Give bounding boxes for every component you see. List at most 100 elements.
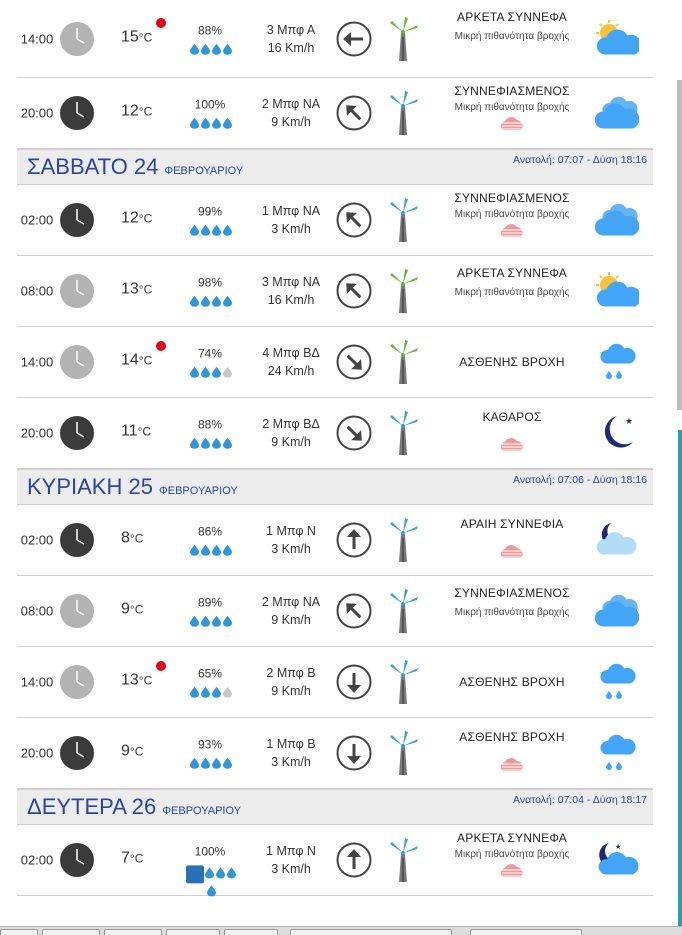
bottom-tab[interactable]	[104, 929, 162, 935]
svg-text:★: ★	[615, 843, 621, 851]
forecast-list: 14:00 15°C 88% 3 Μπφ Α 16 Km/h ΑΡΚΕΤΑ ΣΥΝ…	[17, 0, 653, 897]
clock-icon	[59, 593, 95, 629]
condition-label: ΣΥΝΝΕΦΙΑΣΜΕΝΟΣ	[454, 84, 570, 98]
wind-info: 3 Μπφ ΝΑ 16 Km/h	[261, 275, 321, 307]
humidity-drop-icon	[223, 436, 232, 449]
weather-moon-cloud-icon: ★	[591, 839, 639, 881]
humidity-drops	[183, 685, 239, 703]
day-header: ΣΑΒΒΑΤΟ 24 ΦΕΒΡΟΥΑΡΙΟΥ Ανατολή: 07:07 - Δ…	[17, 149, 653, 185]
forecast-row[interactable]: 02:00 12°C 99% 1 Μπφ ΝΑ 3 Km/h ΣΥΝΝΕΦΙΑΣΜ…	[17, 185, 653, 256]
forecast-row[interactable]: 14:00 14°C 74% 4 Μπφ ΒΔ 24 Km/h ΑΣΘΕΝΗΣ Β…	[17, 327, 653, 398]
bottom-tab[interactable]	[0, 929, 38, 935]
forecast-row[interactable]: 08:00 9°C 89% 2 Μπφ ΝΑ 9 Km/h ΣΥΝΝΕΦΙΑΣΜΕ…	[17, 576, 653, 647]
condition-label: ΑΡΚΕΤΑ ΣΥΝΝΕΦΑ	[457, 831, 567, 845]
forecast-time: 20:00	[20, 745, 54, 761]
wind-turbine-icon	[385, 91, 421, 135]
forecast-row[interactable]: 20:00 11°C 88% 2 Μπφ ΒΔ 9 Km/h ΚΑΘΑΡΟΣ ★	[17, 398, 653, 469]
day-header: ΚΥΡΙΑΚΗ 25 ΦΕΒΡΟΥΑΡΙΟΥ Ανατολή: 07:06 - Δ…	[17, 469, 653, 505]
sunrise-sunset: Ανατολή: 07:04 - Δύση 18:17	[513, 794, 647, 806]
wind-info: 4 Μπφ ΒΔ 24 Km/h	[262, 346, 320, 378]
wind-info: 1 Μπφ ΝΑ 3 Km/h	[261, 204, 321, 236]
humidity-drop-icon	[201, 436, 210, 449]
weather-rain-icon	[591, 341, 639, 383]
wind-turbine-icon	[385, 731, 421, 775]
bottom-tab[interactable]	[470, 929, 582, 935]
humidity-drops	[183, 365, 239, 383]
wind-turbine-icon	[385, 16, 421, 61]
wind-direction-arrow-icon	[336, 95, 372, 131]
clock-icon	[59, 735, 95, 771]
humidity-drop-icon	[223, 223, 232, 236]
humidity-drops	[183, 223, 239, 241]
temperature: 14°C	[121, 351, 153, 369]
condition: ΑΣΘΕΝΗΣ ΒΡΟΧΗ	[437, 675, 587, 689]
rain-probability-label: Μικρή πιθανότητα βροχής	[454, 287, 570, 298]
wind-turbine-icon	[385, 269, 421, 313]
day-title: ΚΥΡΙΑΚΗ 25 ΦΕΒΡΟΥΑΡΙΟΥ	[27, 474, 238, 499]
humidity-drop-icon	[212, 294, 221, 307]
forecast-row[interactable]: 08:00 13°C 98% 3 Μπφ ΝΑ 16 Km/h ΑΡΚΕΤΑ ΣΥ…	[17, 256, 653, 327]
bottom-tab[interactable]	[224, 929, 278, 935]
day-month: ΦΕΒΡΟΥΑΡΙΟΥ	[158, 485, 238, 497]
clock-icon	[59, 664, 95, 700]
humidity-drop-icon	[226, 866, 236, 879]
rain-chance-cloud-icon	[499, 438, 525, 452]
humidity-drop-icon	[190, 543, 199, 556]
humidity-drop-icon	[223, 685, 232, 698]
temperature: 7°C	[121, 849, 144, 867]
humidity-drop-icon	[212, 756, 221, 769]
humidity-drop-icon	[190, 116, 199, 129]
humidity-drop-icon	[201, 223, 210, 236]
temperature: 13°C	[121, 280, 153, 298]
wind-turbine-icon	[385, 518, 421, 562]
condition-label: ΣΥΝΝΕΦΙΑΣΜΕΝΟΣ	[454, 586, 570, 600]
max-temp-dot-icon	[156, 341, 166, 351]
day-title: ΣΑΒΒΑΤΟ 24 ΦΕΒΡΟΥΑΡΙΟΥ	[27, 154, 244, 179]
wind-direction-arrow-icon	[336, 735, 372, 771]
clock-icon	[59, 202, 95, 238]
humidity-drop-icon	[201, 365, 210, 378]
weather-moon-cloud-light-icon	[591, 519, 639, 561]
condition: ΑΡΚΕΤΑ ΣΥΝΝΕΦΑ Μικρή πιθανότητα βροχής	[437, 831, 587, 878]
day-header: ΔΕΥΤΕΡΑ 26 ΦΕΒΡΟΥΑΡΙΟΥ Ανατολή: 07:04 - Δ…	[17, 789, 653, 825]
humidity-drop-icon	[223, 756, 232, 769]
forecast-time: 02:00	[20, 852, 54, 868]
humidity-value: 89%	[197, 595, 223, 610]
condition: ΑΡΑΙΗ ΣΥΝΝΕΦΙΑ	[437, 517, 587, 559]
forecast-row[interactable]: 14:00 15°C 88% 3 Μπφ Α 16 Km/h ΑΡΚΕΤΑ ΣΥΝ…	[17, 0, 653, 78]
wind-direction-arrow-icon	[336, 273, 372, 309]
bottom-tab[interactable]	[290, 929, 452, 935]
humidity-drop-icon	[201, 41, 210, 55]
day-title: ΔΕΥΤΕΡΑ 26 ΦΕΒΡΟΥΑΡΙΟΥ	[27, 794, 242, 819]
forecast-time: 14:00	[20, 354, 54, 370]
humidity-drop-icon	[190, 223, 199, 236]
humidity-drop-icon	[204, 866, 214, 879]
wind-turbine-icon	[385, 198, 421, 242]
humidity-value: 86%	[197, 524, 223, 539]
temperature: 12°C	[121, 102, 153, 120]
rain-probability-label: Μικρή πιθανότητα βροχής	[454, 607, 570, 618]
humidity-drop-icon	[212, 223, 221, 236]
wind-direction-arrow-icon	[336, 842, 372, 878]
condition: ΑΣΘΕΝΗΣ ΒΡΟΧΗ	[437, 355, 587, 369]
scrollbar[interactable]	[677, 80, 682, 410]
humidity-drop-icon	[212, 543, 221, 556]
clock-icon	[59, 344, 95, 380]
rain-probability-label: Μικρή πιθανότητα βροχής	[454, 209, 570, 220]
clock-icon	[59, 21, 95, 57]
forecast-row[interactable]: 20:00 12°C 100% 2 Μπφ ΝΑ 9 Km/h ΣΥΝΝΕΦΙΑΣ…	[17, 78, 653, 149]
weather-rain-icon	[591, 661, 639, 703]
humidity-value: 99%	[197, 204, 223, 219]
svg-text:★: ★	[625, 417, 633, 427]
bottom-tab[interactable]	[42, 929, 100, 935]
humidity-drop-icon	[190, 614, 199, 627]
condition: ΑΡΚΕΤΑ ΣΥΝΝΕΦΑ Μικρή πιθανότητα βροχής	[437, 10, 587, 42]
temperature: 13°C	[121, 671, 153, 689]
bottom-tab[interactable]	[166, 929, 220, 935]
